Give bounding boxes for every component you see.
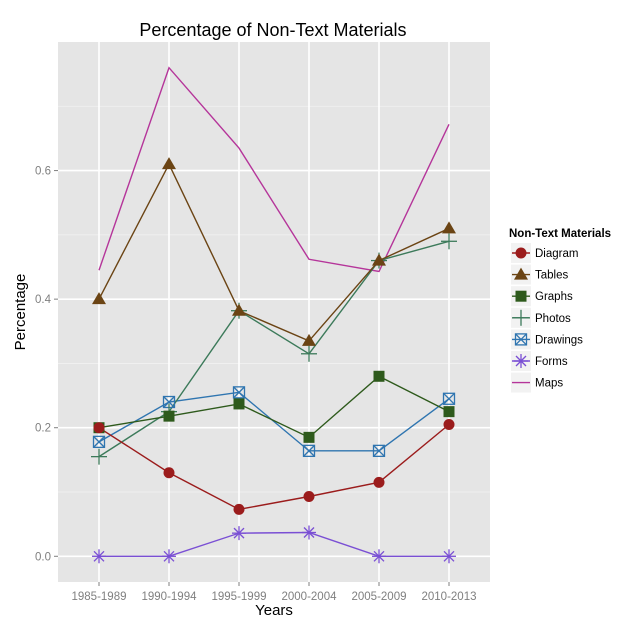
data-point-graphs [233,398,245,410]
data-point-graphs [443,406,455,418]
legend-label-photos: Photos [535,313,571,325]
data-point-drawings [372,444,386,458]
data-point-tables [372,253,386,266]
data-point-diagram [373,476,385,488]
data-point-diagram [443,419,455,430]
data-point-tables [92,292,106,305]
legend-title: Non-Text Materials [509,228,611,240]
series-group [91,66,457,564]
legend-label-tables: Tables [535,270,568,282]
data-point-tables [232,303,246,316]
x-tick-label: 1995-1999 [212,591,267,603]
data-point-drawings [442,392,456,405]
legend-marker-drawings [514,333,528,346]
data-point-drawings [232,386,246,399]
data-point-graphs [163,410,175,422]
legend-label-graphs: Graphs [535,291,573,303]
y-tick-label: 0.0 [35,551,51,563]
plot-panel [58,42,490,582]
series-line-photos [98,240,450,458]
x-tick-label: 1985-1989 [72,591,127,603]
data-point-photos [91,448,107,465]
series-line-graphs [98,375,450,439]
data-point-diagram [93,422,105,434]
x-tick-label: 2005-2009 [352,591,407,603]
y-axis-label: Percentage [12,274,29,351]
data-point-graphs [303,431,315,443]
legend-marker-diagram [515,247,527,259]
x-tick-label: 2010-2013 [422,591,477,603]
legend: Non-Text Materials Diagram Tables Graphs Ph… [509,228,611,393]
series-line-maps [98,66,450,273]
data-point-diagram [233,503,245,515]
chart-title: Percentage of Non-Text Materials [139,20,406,40]
data-point-photos [441,233,457,250]
data-point-forms [302,525,316,540]
data-point-tables [302,333,316,346]
series-line-tables [98,162,450,342]
x-tick-label: 1990-1994 [142,591,198,603]
legend-label-maps: Maps [535,378,563,390]
series-line-forms [99,531,449,557]
legend-marker-graphs [515,290,527,302]
x-tick-label: 2000-2004 [282,591,338,603]
data-point-forms [162,549,176,564]
data-point-drawings [302,444,316,458]
legend-label-diagram: Diagram [535,248,578,260]
data-point-forms [232,526,246,541]
data-point-forms [442,549,456,564]
data-point-forms [372,549,386,564]
y-tick-label: 0.6 [35,166,51,178]
data-point-diagram [163,467,175,479]
legend-marker-tables [514,267,528,280]
series-line-drawings [98,391,450,452]
grid-lines [58,42,490,582]
axes: 0.0 0.2 0.4 0.6 1985-1989 1990-1994 1995-1999 2… [35,166,477,603]
data-point-diagram [303,491,315,502]
data-point-tables [442,221,456,234]
data-point-forms [92,549,106,564]
legend-marker-photos [513,309,529,326]
y-tick-label: 0.4 [35,294,52,306]
data-point-drawings [92,435,106,449]
y-tick-label: 0.2 [35,423,51,435]
data-point-tables [162,157,176,170]
legend-marker-forms [514,354,528,368]
legend-label-forms: Forms [535,356,568,368]
legend-label-drawings: Drawings [535,334,583,346]
x-axis-label: Years [255,602,293,619]
data-point-graphs [373,370,385,382]
series-line-diagram [98,423,450,511]
data-point-photos [301,345,317,362]
